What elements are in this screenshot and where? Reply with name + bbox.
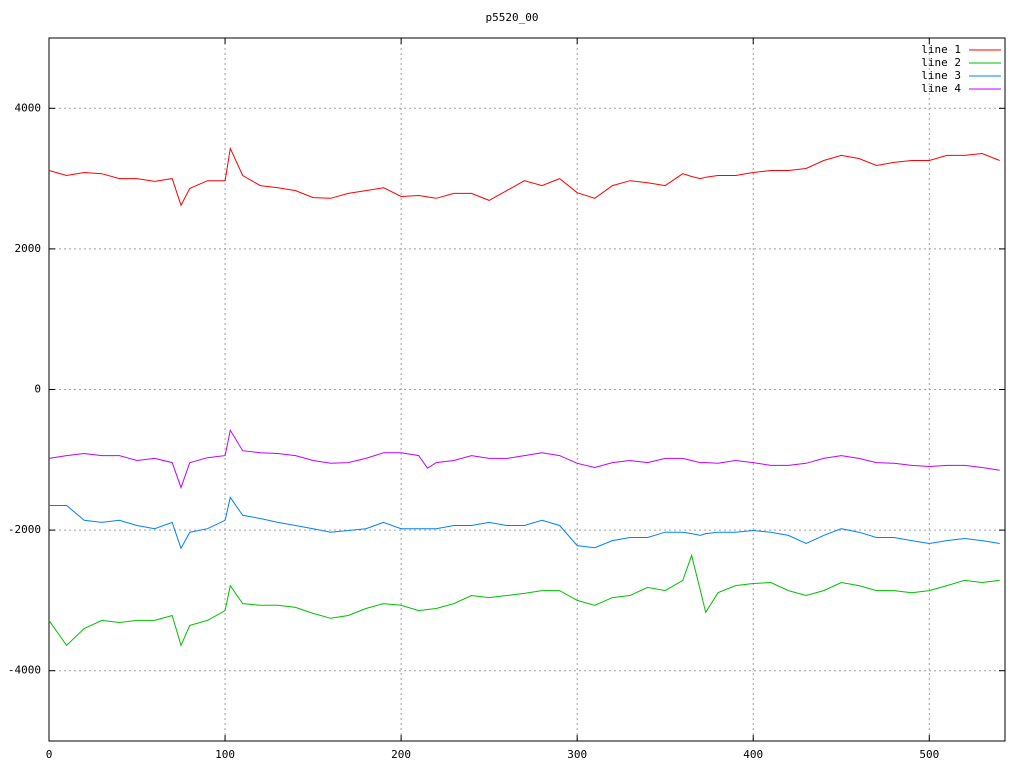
legend-label: line 1 xyxy=(921,43,961,56)
series-line xyxy=(48,146,1000,207)
x-tick-label: 500 xyxy=(919,748,939,761)
x-tick-label: 400 xyxy=(743,748,763,761)
series-line xyxy=(49,496,1000,550)
y-tick-label: 4000 xyxy=(15,101,42,114)
series-line xyxy=(48,553,1000,647)
x-tick-label: 200 xyxy=(391,748,411,761)
y-tick-label: -2000 xyxy=(8,523,41,536)
legend-label: line 3 xyxy=(921,69,961,82)
x-tick-label: 100 xyxy=(215,748,235,761)
series-line xyxy=(48,428,1000,490)
plot-border xyxy=(48,37,1006,742)
y-tick-label: 0 xyxy=(34,383,41,396)
x-tick-label: 300 xyxy=(567,748,587,761)
legend-label: line 2 xyxy=(921,56,961,69)
x-tick-label: 0 xyxy=(46,748,53,761)
y-tick-label: -4000 xyxy=(8,664,41,677)
chart-title: p5520_00 xyxy=(486,11,539,24)
y-tick-label: 2000 xyxy=(15,242,42,255)
legend-label: line 4 xyxy=(921,82,961,95)
